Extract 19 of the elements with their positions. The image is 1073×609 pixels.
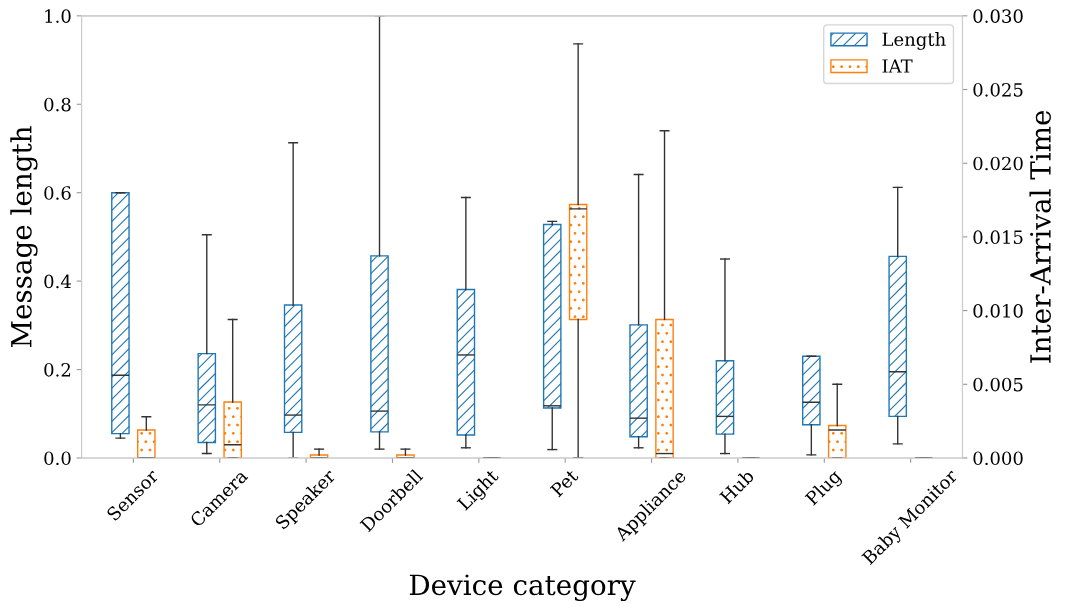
y2-tick-label: 0.030	[973, 9, 1023, 23]
y-tick-label: 0.4	[44, 274, 71, 289]
y-tick-label: 0.0	[44, 451, 71, 466]
y2-tick-label: 0.000	[973, 451, 1023, 466]
y-tick-label: 0.2	[44, 363, 71, 377]
y-tick-label: 1.0	[45, 9, 71, 23]
legend-label: IAT	[882, 59, 913, 73]
y-tick-label: 0.8	[44, 97, 71, 112]
y2-tick-label: 0.010	[973, 304, 1023, 318]
y2-tick-label: 0.025	[973, 82, 1023, 97]
legend-label: Length	[882, 32, 946, 50]
y2-tick-label: 0.015	[973, 230, 1023, 245]
y2-tick-label: 0.005	[973, 377, 1023, 392]
y2-tick-label: 0.020	[973, 156, 1023, 171]
y2-axis-title: Inter-Arrival Time	[1029, 110, 1051, 363]
y-tick-label: 0.6	[44, 186, 71, 200]
x-axis-title: Device category	[409, 574, 636, 602]
y-axis-title: Message length	[10, 126, 38, 348]
x-tick-label: Pet	[549, 468, 580, 498]
